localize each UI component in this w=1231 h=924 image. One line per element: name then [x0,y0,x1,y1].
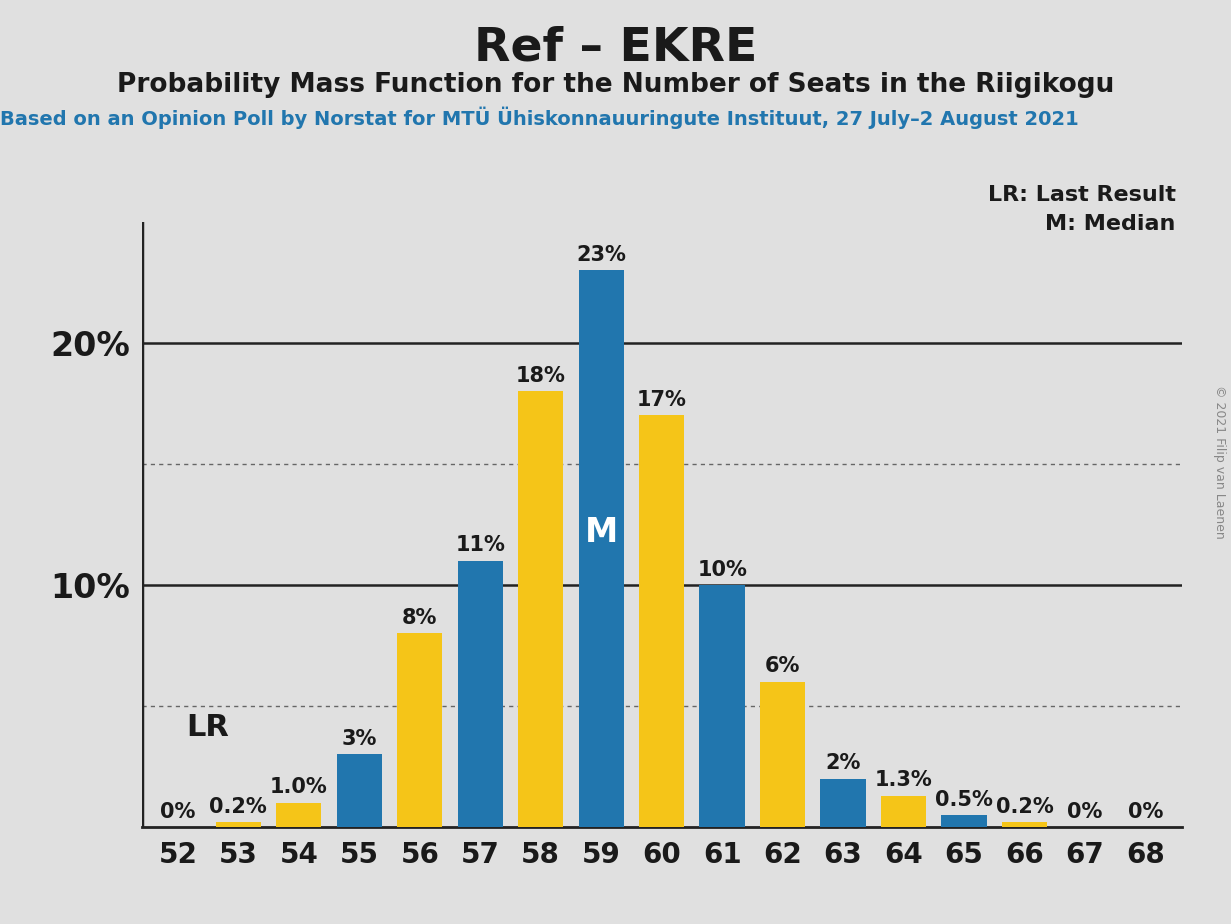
Bar [276,803,321,827]
Bar [1002,822,1048,827]
Text: M: Median: M: Median [1045,214,1176,235]
Bar [398,633,442,827]
Text: © 2021 Filip van Laenen: © 2021 Filip van Laenen [1214,385,1226,539]
Text: 6%: 6% [764,656,800,676]
Text: 3%: 3% [341,729,377,749]
Text: M: M [585,516,618,549]
Bar [336,754,382,827]
Text: 0.2%: 0.2% [209,796,267,817]
Text: 1.0%: 1.0% [270,777,327,797]
Text: 11%: 11% [455,535,505,555]
Text: 8%: 8% [403,608,437,628]
Text: 0%: 0% [1067,802,1103,821]
Bar [458,561,503,827]
Text: 23%: 23% [576,245,627,265]
Bar [881,796,926,827]
Bar [699,585,745,827]
Text: Probability Mass Function for the Number of Seats in the Riigikogu: Probability Mass Function for the Number… [117,72,1114,98]
Text: Based on an Opinion Poll by Norstat for MTÜ Ühiskonnauuringute Instituut, 27 Jul: Based on an Opinion Poll by Norstat for … [0,106,1078,128]
Bar [760,682,805,827]
Bar [215,822,261,827]
Text: 0%: 0% [160,802,196,821]
Bar [579,270,624,827]
Text: 1.3%: 1.3% [875,771,932,790]
Bar [518,391,564,827]
Text: 0%: 0% [1128,802,1163,821]
Bar [820,779,865,827]
Text: LR: LR [187,713,229,742]
Bar [942,815,987,827]
Bar [639,416,684,827]
Text: 0.5%: 0.5% [936,789,993,809]
Text: Ref – EKRE: Ref – EKRE [474,26,757,71]
Text: 0.2%: 0.2% [996,796,1054,817]
Text: 17%: 17% [636,390,687,410]
Text: 10%: 10% [697,560,747,579]
Text: 2%: 2% [826,753,860,773]
Text: LR: Last Result: LR: Last Result [987,185,1176,205]
Text: 18%: 18% [516,366,566,386]
